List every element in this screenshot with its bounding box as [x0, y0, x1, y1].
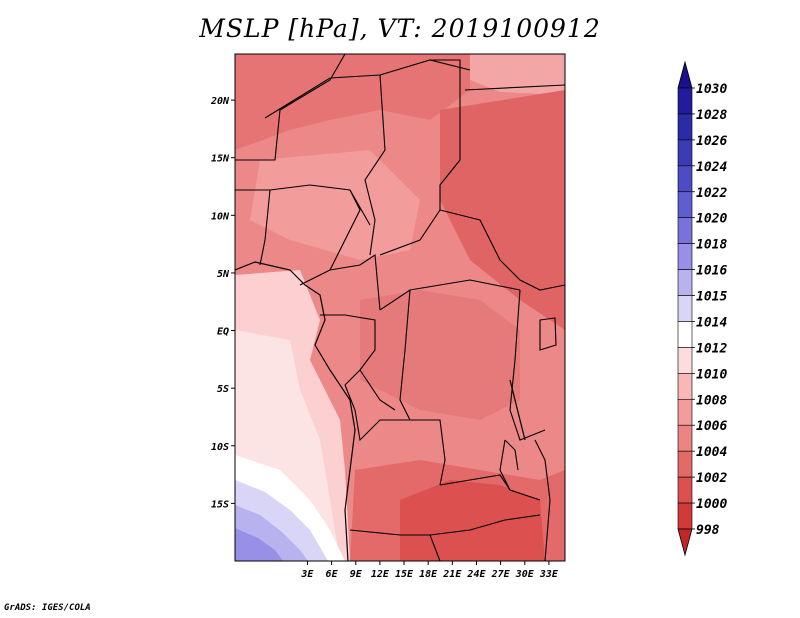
- x-tick-label: 24E: [466, 569, 486, 580]
- colorbar-max-arrow: [677, 60, 693, 89]
- y-tick-label: 10S: [211, 442, 229, 453]
- x-tick-label: 12E: [371, 569, 390, 580]
- colorbar-segment: [677, 243, 693, 270]
- colorbar-segment: [677, 269, 693, 296]
- colorbar-segment: [677, 347, 693, 374]
- colorbar-label: 1028: [696, 108, 727, 123]
- x-tick-label: 6E: [326, 569, 339, 580]
- colorbar-label: 1014: [696, 315, 727, 330]
- map-frame: [234, 53, 566, 562]
- colorbar-segment: [677, 139, 693, 167]
- map-title: MSLP [hPa], VT: 2019100912: [199, 14, 601, 43]
- grads-credit: GrADS: IGES/COLA: [4, 603, 91, 613]
- colorbar-label: 1030: [696, 82, 727, 97]
- y-tick-label: 5N: [217, 269, 230, 280]
- y-tick-label: 15N: [211, 154, 230, 165]
- y-tick-label: 10N: [211, 211, 230, 222]
- colorbar-label: 1008: [696, 393, 727, 408]
- colorbar-label: 1010: [696, 367, 727, 382]
- colorbar-label: 1004: [696, 445, 727, 460]
- colorbar-min-arrow: [677, 528, 693, 557]
- colorbar-segment: [677, 87, 693, 115]
- colorbar-segment: [677, 217, 693, 244]
- colorbar-label: 1018: [696, 238, 727, 253]
- colorbar: 1030 1028 1026 1024 1022 1020 1018 1016 1015 1014…: [677, 60, 727, 557]
- x-tick-label: 9E: [350, 569, 363, 580]
- colorbar-segment: [677, 450, 693, 478]
- x-tick-label: 33E: [539, 569, 559, 580]
- colorbar-label: 1020: [696, 212, 727, 227]
- colorbar-segment: [677, 424, 693, 452]
- x-tick-label: 18E: [419, 569, 438, 580]
- colorbar-segment: [677, 373, 693, 400]
- colorbar-label: 1002: [696, 471, 727, 486]
- colorbar-label: 1000: [696, 497, 727, 512]
- country-borders: [235, 54, 565, 561]
- colorbar-label: 1006: [696, 419, 727, 434]
- colorbar-segment: [677, 398, 693, 426]
- y-tick-label: EQ: [217, 327, 229, 338]
- colorbar-segment: [677, 321, 693, 348]
- colorbar-label: 1015: [696, 290, 727, 305]
- colorbar-label: 1022: [696, 186, 727, 201]
- colorbar-segment: [677, 165, 693, 193]
- y-tick-label: 20N: [210, 96, 230, 107]
- x-tick-label: 15E: [395, 569, 414, 580]
- x-tick-label: 30E: [515, 569, 535, 580]
- mslp-field: [235, 54, 565, 561]
- colorbar-segment: [677, 295, 693, 322]
- x-axis: 3E 6E 9E 12E 15E 18E 21E 24E 27E 30E 33E: [300, 561, 559, 580]
- colorbar-segment: [677, 113, 693, 141]
- colorbar-segment: [677, 476, 693, 504]
- y-tick-label: 15S: [211, 499, 229, 510]
- y-axis: 20N 15N 10N 5N EQ 5S 10S 15S: [210, 96, 235, 510]
- x-tick-label: 21E: [442, 569, 462, 580]
- x-tick-label: 3E: [300, 569, 314, 580]
- colorbar-label: 998: [696, 523, 720, 538]
- colorbar-label: 1024: [696, 160, 727, 175]
- colorbar-label: 1012: [696, 341, 727, 356]
- colorbar-label: 1026: [696, 134, 727, 149]
- colorbar-label: 1016: [696, 264, 727, 279]
- colorbar-segment: [677, 502, 693, 530]
- x-tick-label: 27E: [491, 569, 511, 580]
- colorbar-segment: [677, 191, 693, 219]
- y-tick-label: 5S: [217, 384, 229, 395]
